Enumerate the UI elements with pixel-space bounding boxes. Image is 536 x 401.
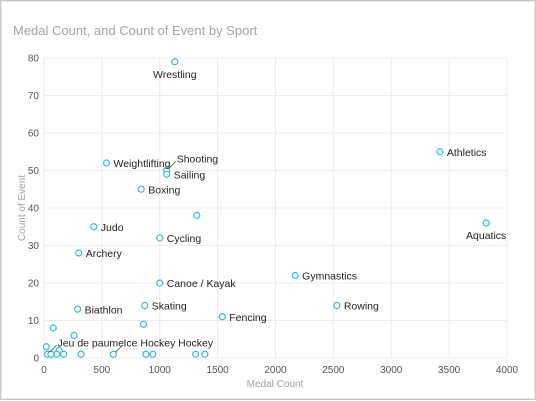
data-label: Skating <box>152 301 187 313</box>
x-tick-label: 1000 <box>149 365 172 376</box>
gridlines <box>43 57 508 359</box>
x-tick-label: 2500 <box>322 365 345 376</box>
data-label: Shooting <box>177 154 219 166</box>
data-label: Archery <box>86 248 123 260</box>
data-point[interactable] <box>201 350 209 358</box>
data-label: Ice Hockey <box>123 337 176 349</box>
x-tick-label: 4000 <box>496 365 519 376</box>
data-label: Jeu de paume <box>57 337 124 349</box>
data-point[interactable] <box>163 170 171 178</box>
x-axis-ticks: 0 500 1000 1500 2000 2500 3000 3500 4000 <box>41 365 518 376</box>
x-tick-label: 1500 <box>207 365 230 376</box>
data-point[interactable] <box>77 350 85 358</box>
data-label: Biathlon <box>85 304 123 316</box>
data-point[interactable] <box>218 313 226 321</box>
data-points <box>42 58 490 358</box>
x-axis-title: Medal Count <box>247 379 304 390</box>
x-tick-label: 2000 <box>264 365 287 376</box>
data-point[interactable] <box>75 249 83 257</box>
data-point[interactable] <box>141 301 149 310</box>
label-leader-line <box>115 344 123 353</box>
y-tick-label: 80 <box>28 54 40 65</box>
y-tick-label: 70 <box>28 91 40 102</box>
y-tick-label: 50 <box>28 166 40 177</box>
data-point[interactable] <box>109 350 118 358</box>
data-point[interactable] <box>156 279 164 287</box>
data-point[interactable] <box>192 350 200 358</box>
data-point[interactable] <box>436 148 444 156</box>
data-point[interactable] <box>60 350 68 358</box>
data-label: Wrestling <box>153 69 197 81</box>
data-point[interactable] <box>53 350 61 358</box>
data-label: Gymnastics <box>302 271 357 283</box>
data-point[interactable] <box>156 234 164 242</box>
data-point[interactable] <box>73 305 82 313</box>
data-point[interactable] <box>333 301 341 310</box>
x-tick-label: 0 <box>41 365 47 376</box>
y-tick-label: 60 <box>28 129 40 140</box>
x-tick-label: 3500 <box>438 365 461 376</box>
data-point[interactable] <box>142 350 150 358</box>
label-leader-line <box>49 344 57 353</box>
label-leader-line <box>168 161 176 169</box>
data-point[interactable] <box>291 271 299 280</box>
data-label: Sailing <box>174 169 206 181</box>
data-label: Athletics <box>447 147 487 159</box>
y-tick-label: 30 <box>28 241 40 252</box>
data-label: Hockey <box>178 337 214 349</box>
data-label: Cycling <box>167 233 202 245</box>
y-tick-label: 0 <box>33 354 39 365</box>
data-label: Fencing <box>229 312 267 324</box>
y-tick-label: 10 <box>28 316 40 327</box>
y-axis-title: Count of Event <box>17 175 28 241</box>
data-label: Aquatics <box>466 230 506 242</box>
data-point[interactable] <box>139 320 148 328</box>
data-label: Judo <box>101 222 124 234</box>
data-point[interactable] <box>102 159 111 167</box>
data-point[interactable] <box>90 223 98 231</box>
data-point[interactable] <box>137 185 145 193</box>
chart-title: Medal Count, and Count of Event by Sport <box>13 23 258 38</box>
x-tick-label: 500 <box>94 365 111 376</box>
y-tick-label: 40 <box>28 204 40 215</box>
data-point[interactable] <box>70 331 78 340</box>
y-tick-label: 20 <box>28 279 40 290</box>
data-point[interactable] <box>47 350 55 358</box>
data-point[interactable] <box>42 343 50 351</box>
data-point[interactable] <box>482 219 490 227</box>
data-point[interactable] <box>49 324 57 332</box>
data-point[interactable] <box>149 350 157 358</box>
data-label: Boxing <box>148 184 180 196</box>
data-label: Canoe / Kayak <box>167 278 237 290</box>
data-label: Weightlifting <box>114 158 171 170</box>
x-tick-label: 3000 <box>380 365 403 376</box>
data-label: Rowing <box>344 301 379 313</box>
data-point[interactable] <box>171 58 179 66</box>
data-point[interactable] <box>193 211 201 220</box>
y-axis-ticks: 0 10 20 30 40 50 60 70 80 <box>28 54 40 365</box>
